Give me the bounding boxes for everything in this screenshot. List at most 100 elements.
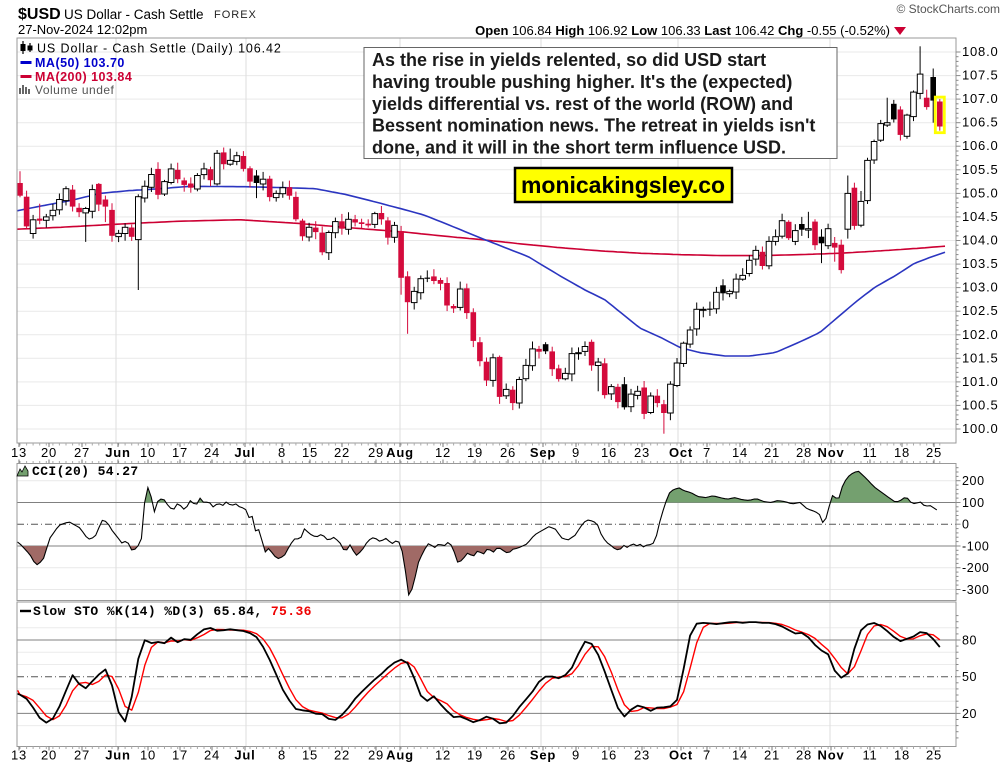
svg-text:20: 20 bbox=[41, 445, 57, 460]
svg-text:100.5: 100.5 bbox=[962, 397, 999, 412]
svg-text:106.5: 106.5 bbox=[962, 115, 999, 130]
svg-text:19: 19 bbox=[467, 748, 483, 763]
svg-text:Jun: Jun bbox=[105, 748, 131, 763]
svg-text:100.0: 100.0 bbox=[962, 421, 999, 436]
svg-text:7: 7 bbox=[703, 445, 711, 460]
svg-text:11: 11 bbox=[862, 748, 877, 763]
svg-text:7: 7 bbox=[703, 748, 711, 763]
svg-text:© StockCharts.com: © StockCharts.com bbox=[896, 2, 1000, 16]
svg-text:29: 29 bbox=[368, 748, 384, 763]
svg-text:108.0: 108.0 bbox=[962, 44, 999, 59]
svg-text:9: 9 bbox=[572, 445, 580, 460]
svg-text:MA(50) 103.70: MA(50) 103.70 bbox=[35, 56, 125, 70]
svg-text:Volume undef: Volume undef bbox=[35, 83, 115, 97]
svg-text:26: 26 bbox=[500, 445, 516, 460]
svg-text:20: 20 bbox=[41, 748, 57, 763]
svg-text:10: 10 bbox=[140, 445, 156, 460]
svg-text:13: 13 bbox=[11, 445, 27, 460]
svg-text:Sep: Sep bbox=[530, 445, 556, 460]
svg-text:15: 15 bbox=[302, 748, 318, 763]
svg-text:102.0: 102.0 bbox=[962, 327, 999, 342]
svg-text:Jul: Jul bbox=[234, 748, 255, 763]
svg-text:28: 28 bbox=[796, 445, 812, 460]
svg-text:25: 25 bbox=[926, 748, 942, 763]
svg-text:8: 8 bbox=[278, 748, 286, 763]
svg-text:80: 80 bbox=[962, 634, 977, 648]
svg-text:101.5: 101.5 bbox=[962, 350, 999, 365]
svg-text:102.5: 102.5 bbox=[962, 303, 999, 318]
svg-text:Jul: Jul bbox=[234, 445, 255, 460]
svg-text:13: 13 bbox=[11, 748, 27, 763]
svg-text:Jun: Jun bbox=[105, 445, 131, 460]
svg-text:18: 18 bbox=[894, 748, 910, 763]
svg-text:104.0: 104.0 bbox=[962, 233, 999, 248]
svg-text:US Dollar - Cash Settle: US Dollar - Cash Settle bbox=[64, 7, 204, 22]
svg-text:21: 21 bbox=[764, 748, 780, 763]
svg-text:103.0: 103.0 bbox=[962, 280, 999, 295]
svg-text:Aug: Aug bbox=[386, 748, 414, 763]
svg-text:106.0: 106.0 bbox=[962, 138, 999, 153]
svg-text:15: 15 bbox=[302, 445, 318, 460]
svg-text:14: 14 bbox=[732, 748, 748, 763]
svg-text:12: 12 bbox=[435, 445, 451, 460]
svg-text:having trouble pushing higher.: having trouble pushing higher. It's the … bbox=[372, 72, 792, 92]
svg-text:17: 17 bbox=[172, 748, 188, 763]
svg-text:Nov: Nov bbox=[818, 748, 845, 763]
svg-text:FOREX: FOREX bbox=[214, 9, 257, 21]
svg-text:27: 27 bbox=[74, 748, 90, 763]
svg-text:Open 106.84 High 106.92 Low 10: Open 106.84 High 106.92 Low 106.33 Last … bbox=[475, 23, 890, 38]
svg-text:101.0: 101.0 bbox=[962, 374, 999, 389]
svg-text:11: 11 bbox=[862, 445, 877, 460]
svg-text:0: 0 bbox=[962, 518, 970, 532]
svg-text:107.5: 107.5 bbox=[962, 68, 999, 83]
svg-text:27-Nov-2024 12:02pm: 27-Nov-2024 12:02pm bbox=[18, 22, 147, 37]
svg-text:104.5: 104.5 bbox=[962, 209, 999, 224]
svg-text:21: 21 bbox=[764, 445, 780, 460]
svg-text:US Dollar - Cash Settle (Daily: US Dollar - Cash Settle (Daily) 106.42 bbox=[37, 42, 282, 56]
svg-text:26: 26 bbox=[500, 748, 516, 763]
svg-text:monicakingsley.co: monicakingsley.co bbox=[521, 172, 725, 198]
svg-text:As the rise in yields relented: As the rise in yields relented, so did U… bbox=[372, 50, 766, 70]
svg-text:$USD: $USD bbox=[18, 6, 61, 23]
svg-text:103.5: 103.5 bbox=[962, 256, 999, 271]
svg-text:-300: -300 bbox=[962, 583, 989, 597]
svg-text:22: 22 bbox=[334, 445, 350, 460]
svg-text:8: 8 bbox=[278, 445, 286, 460]
svg-text:16: 16 bbox=[601, 445, 617, 460]
svg-text:14: 14 bbox=[732, 445, 748, 460]
svg-text:Nov: Nov bbox=[818, 445, 845, 460]
svg-text:107.0: 107.0 bbox=[962, 91, 999, 106]
svg-text:28: 28 bbox=[796, 748, 812, 763]
svg-text:Oct: Oct bbox=[669, 748, 693, 763]
svg-text:-200: -200 bbox=[962, 561, 989, 575]
svg-text:22: 22 bbox=[334, 748, 350, 763]
svg-text:24: 24 bbox=[204, 748, 220, 763]
svg-text:17: 17 bbox=[172, 445, 188, 460]
svg-text:yields differential vs. rest o: yields differential vs. rest of the worl… bbox=[372, 94, 793, 114]
svg-text:Sep: Sep bbox=[530, 748, 556, 763]
svg-text:Bessent nomination news. The r: Bessent nomination news. The retreat in … bbox=[372, 116, 815, 136]
svg-text:12: 12 bbox=[435, 748, 451, 763]
svg-text:CCI(20) 54.27: CCI(20) 54.27 bbox=[32, 464, 139, 479]
svg-text:50: 50 bbox=[962, 670, 977, 684]
svg-text:20: 20 bbox=[962, 707, 977, 721]
svg-text:25: 25 bbox=[926, 445, 942, 460]
svg-text:24: 24 bbox=[204, 445, 220, 460]
svg-text:-100: -100 bbox=[962, 540, 989, 554]
svg-text:100: 100 bbox=[962, 496, 985, 510]
svg-text:18: 18 bbox=[894, 445, 910, 460]
svg-text:Slow STO %K(14) %D(3) 65.84, 7: Slow STO %K(14) %D(3) 65.84, 75.36 bbox=[33, 604, 312, 619]
svg-text:done, and it will in the short: done, and it will in the short term infl… bbox=[372, 138, 786, 158]
svg-text:29: 29 bbox=[368, 445, 384, 460]
svg-text:23: 23 bbox=[634, 748, 650, 763]
svg-text:Oct: Oct bbox=[669, 445, 693, 460]
svg-text:19: 19 bbox=[467, 445, 483, 460]
svg-text:MA(200) 103.84: MA(200) 103.84 bbox=[35, 70, 132, 84]
svg-text:105.0: 105.0 bbox=[962, 185, 999, 200]
svg-text:9: 9 bbox=[572, 748, 580, 763]
svg-text:105.5: 105.5 bbox=[962, 162, 999, 177]
svg-text:27: 27 bbox=[74, 445, 90, 460]
svg-text:16: 16 bbox=[601, 748, 617, 763]
svg-text:10: 10 bbox=[140, 748, 156, 763]
svg-text:23: 23 bbox=[634, 445, 650, 460]
